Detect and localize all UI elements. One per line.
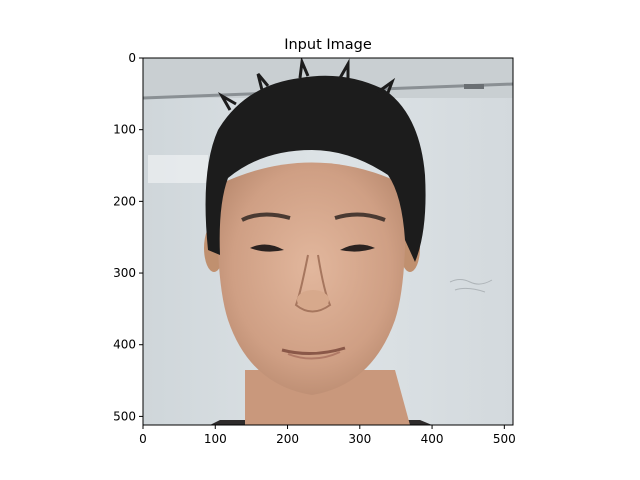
hair [205, 75, 426, 262]
portrait-image [143, 58, 513, 425]
x-axis: 0 100 200 300 400 500 [139, 425, 516, 446]
whiteboard-scribble [449, 279, 493, 293]
x-tick-label: 100 [204, 432, 227, 446]
right-eye [340, 244, 375, 252]
hair-spikes [217, 58, 396, 111]
right-eyebrow [334, 212, 386, 222]
nose-tip [297, 290, 329, 310]
y-tick-label: 0 [128, 51, 136, 65]
x-tick-label: 300 [348, 432, 371, 446]
y-tick-label: 100 [113, 123, 136, 137]
x-tick-label: 200 [276, 432, 299, 446]
x-tick-label: 500 [493, 432, 516, 446]
left-eyebrow [241, 212, 291, 222]
axes-frame [142, 57, 514, 426]
y-tick-label: 500 [113, 409, 136, 423]
mouth [281, 346, 346, 356]
face [217, 162, 406, 395]
left-eye [250, 244, 284, 252]
lower-lip [287, 351, 341, 360]
whiteboard-marker [464, 84, 484, 89]
y-tick-label: 300 [113, 266, 136, 280]
nose [294, 254, 332, 313]
chart-title: Input Image [284, 37, 372, 53]
x-tick-label: 400 [421, 432, 444, 446]
y-tick-label: 200 [113, 194, 136, 208]
x-tick-label: 0 [139, 432, 147, 446]
y-tick-label: 400 [113, 338, 136, 352]
window-reflection [148, 155, 208, 183]
y-axis: 0 100 200 300 400 500 [113, 51, 143, 423]
